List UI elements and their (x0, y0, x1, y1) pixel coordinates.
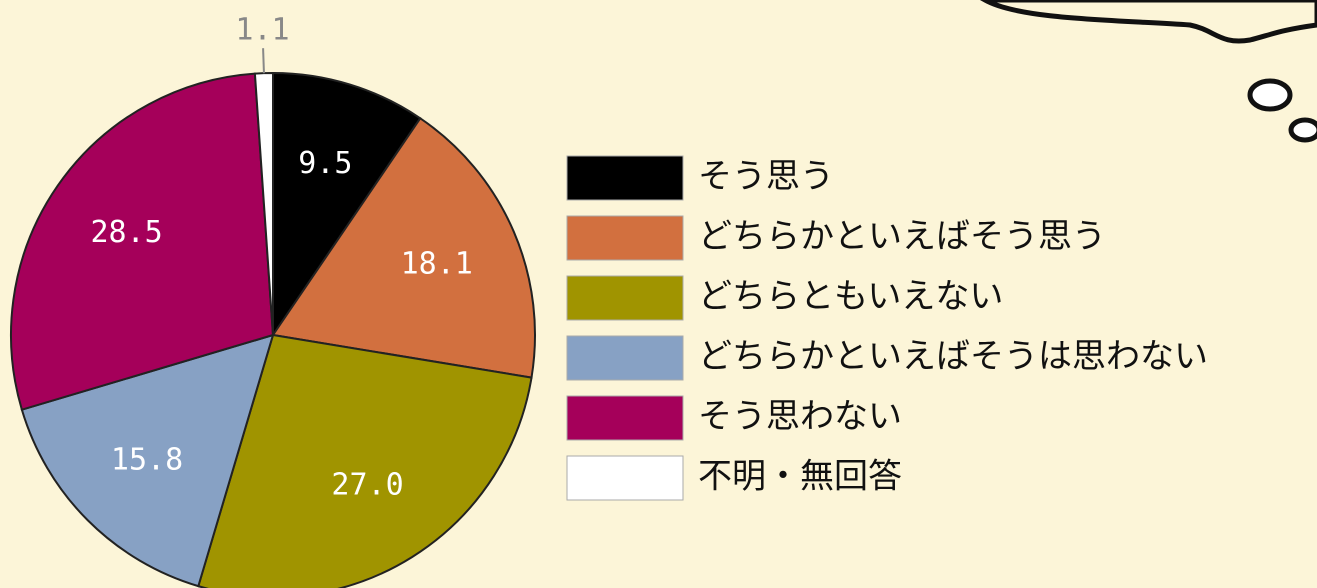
legend-swatch (567, 156, 683, 200)
legend-label: そう思わない (698, 397, 902, 437)
legend-swatch (567, 456, 683, 500)
data-label: 27.0 (331, 468, 403, 503)
legend-swatch (567, 276, 683, 320)
data-label: 18.1 (401, 246, 473, 281)
chart: 9.518.127.015.828.51.1 そう思うどちらかといえばそう思うど… (0, 0, 1317, 588)
data-label: 15.8 (111, 442, 183, 477)
legend-label: どちらかといえばそう思う (698, 217, 1106, 257)
legend-swatch (567, 396, 683, 440)
legend-label: そう思う (698, 157, 834, 197)
legend-swatch (567, 216, 683, 260)
legend-label: どちらかといえばそうは思わない (698, 337, 1208, 377)
data-label: 9.5 (298, 146, 352, 181)
legend-label: 不明・無回答 (698, 457, 902, 497)
leader-line (263, 48, 264, 73)
legend-swatch (567, 336, 683, 380)
legend-label: どちらともいえない (698, 277, 1003, 317)
data-label: 1.1 (235, 13, 289, 48)
data-label: 28.5 (90, 215, 162, 250)
